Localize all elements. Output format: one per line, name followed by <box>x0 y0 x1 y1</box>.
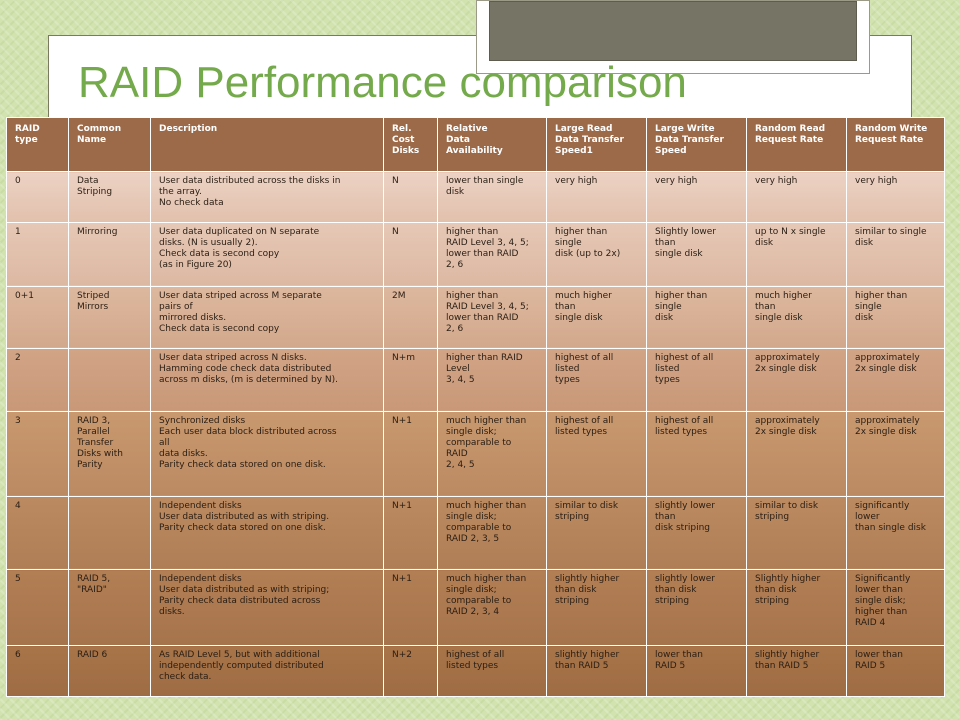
cell-large-read: higher than single disk (up to 2x) <box>546 221 647 287</box>
cell-large-read: slightly higher than RAID 5 <box>546 645 647 697</box>
cell-random-write: Significantly lower than single disk; hi… <box>846 569 945 647</box>
cell-rel-cost: N <box>383 221 438 287</box>
cell-description: User data striped across N disks. Hammin… <box>150 347 384 412</box>
cell-large-write: highest of all listed types <box>646 410 747 497</box>
cell-common-name: Striped Mirrors <box>68 285 151 349</box>
header-relative-data-availability: Relative Data Availability <box>437 117 547 172</box>
header-description: Description <box>150 117 384 172</box>
cell-rel-cost: N+1 <box>383 569 438 647</box>
table-header-row: RAID type Common Name Description Rel. C… <box>6 117 945 172</box>
table-row: 5 RAID 5, "RAID" Independent disks User … <box>6 569 945 647</box>
decorative-frame-panel <box>489 1 857 61</box>
header-raid-type: RAID type <box>6 117 69 172</box>
cell-raid-type: 3 <box>6 410 69 497</box>
cell-availability: lower than single disk <box>437 171 547 223</box>
cell-large-read: similar to disk striping <box>546 495 647 571</box>
cell-rel-cost: 2M <box>383 285 438 349</box>
table-row: 2 User data striped across N disks. Hamm… <box>6 347 945 412</box>
cell-large-write: slightly lower than disk striping <box>646 495 747 571</box>
cell-random-write: approximately 2x single disk <box>846 347 945 412</box>
cell-random-write: higher than single disk <box>846 285 945 349</box>
cell-large-read: much higher than single disk <box>546 285 647 349</box>
cell-description: User data striped across M separate pair… <box>150 285 384 349</box>
cell-large-write: lower than RAID 5 <box>646 645 747 697</box>
cell-common-name: Mirroring <box>68 221 151 287</box>
cell-rel-cost: N <box>383 171 438 223</box>
cell-description: Synchronized disks Each user data block … <box>150 410 384 497</box>
cell-common-name: RAID 5, "RAID" <box>68 569 151 647</box>
table-row: 1 Mirroring User data duplicated on N se… <box>6 221 945 287</box>
cell-common-name <box>68 347 151 412</box>
cell-large-write: highest of all listed types <box>646 347 747 412</box>
cell-random-write: similar to single disk <box>846 221 945 287</box>
decorative-frame <box>476 0 870 74</box>
cell-random-read: very high <box>746 171 847 223</box>
cell-description: User data distributed across the disks i… <box>150 171 384 223</box>
cell-large-read: highest of all listed types <box>546 347 647 412</box>
table-row: 3 RAID 3, Parallel Transfer Disks with P… <box>6 410 945 497</box>
cell-rel-cost: N+2 <box>383 645 438 697</box>
table-row: 0+1 Striped Mirrors User data striped ac… <box>6 285 945 349</box>
header-common-name: Common Name <box>68 117 151 172</box>
cell-raid-type: 0 <box>6 171 69 223</box>
cell-availability: higher than RAID Level 3, 4, 5; lower th… <box>437 285 547 349</box>
page-title: RAID Performance comparison <box>78 58 687 107</box>
cell-availability: higher than RAID Level 3, 4, 5 <box>437 347 547 412</box>
header-large-write-speed: Large Write Data Transfer Speed <box>646 117 747 172</box>
cell-random-write: approximately 2x single disk <box>846 410 945 497</box>
cell-description: User data duplicated on N separate disks… <box>150 221 384 287</box>
cell-description: Independent disks User data distributed … <box>150 569 384 647</box>
cell-large-read: slightly higher than disk striping <box>546 569 647 647</box>
cell-raid-type: 4 <box>6 495 69 571</box>
cell-large-read: very high <box>546 171 647 223</box>
cell-rel-cost: N+1 <box>383 410 438 497</box>
cell-availability: highest of all listed types <box>437 645 547 697</box>
cell-description: Independent disks User data distributed … <box>150 495 384 571</box>
cell-random-read: much higher than single disk <box>746 285 847 349</box>
table-row: 6 RAID 6 As RAID Level 5, but with addit… <box>6 645 945 697</box>
table-row: 4 Independent disks User data distribute… <box>6 495 945 571</box>
cell-availability: much higher than single disk; comparable… <box>437 410 547 497</box>
cell-common-name: RAID 6 <box>68 645 151 697</box>
raid-comparison-table-wrap: RAID type Common Name Description Rel. C… <box>6 117 945 697</box>
cell-large-read: highest of all listed types <box>546 410 647 497</box>
cell-random-write: significantly lower than single disk <box>846 495 945 571</box>
cell-raid-type: 5 <box>6 569 69 647</box>
cell-common-name: RAID 3, Parallel Transfer Disks with Par… <box>68 410 151 497</box>
table-row: 0 Data Striping User data distributed ac… <box>6 171 945 223</box>
cell-availability: higher than RAID Level 3, 4, 5; lower th… <box>437 221 547 287</box>
cell-availability: much higher than single disk; comparable… <box>437 495 547 571</box>
cell-random-read: Slightly higher than disk striping <box>746 569 847 647</box>
cell-common-name: Data Striping <box>68 171 151 223</box>
cell-raid-type: 2 <box>6 347 69 412</box>
cell-random-read: similar to disk striping <box>746 495 847 571</box>
cell-raid-type: 6 <box>6 645 69 697</box>
cell-raid-type: 0+1 <box>6 285 69 349</box>
cell-random-write: very high <box>846 171 945 223</box>
cell-availability: much higher than single disk; comparable… <box>437 569 547 647</box>
header-large-read-speed: Large Read Data Transfer Speed1 <box>546 117 647 172</box>
cell-random-read: approximately 2x single disk <box>746 410 847 497</box>
cell-description: As RAID Level 5, but with additional ind… <box>150 645 384 697</box>
raid-comparison-table: RAID type Common Name Description Rel. C… <box>6 117 945 697</box>
cell-common-name <box>68 495 151 571</box>
cell-random-read: approximately 2x single disk <box>746 347 847 412</box>
cell-large-write: higher than single disk <box>646 285 747 349</box>
header-rel-cost-disks: Rel. Cost Disks <box>383 117 438 172</box>
cell-random-read: up to N x single disk <box>746 221 847 287</box>
header-random-write-rate: Random Write Request Rate <box>846 117 945 172</box>
cell-random-read: slightly higher than RAID 5 <box>746 645 847 697</box>
cell-rel-cost: N+m <box>383 347 438 412</box>
cell-large-write: slightly lower than disk striping <box>646 569 747 647</box>
cell-rel-cost: N+1 <box>383 495 438 571</box>
header-random-read-rate: Random Read Request Rate <box>746 117 847 172</box>
cell-raid-type: 1 <box>6 221 69 287</box>
cell-random-write: lower than RAID 5 <box>846 645 945 697</box>
cell-large-write: Slightly lower than single disk <box>646 221 747 287</box>
cell-large-write: very high <box>646 171 747 223</box>
